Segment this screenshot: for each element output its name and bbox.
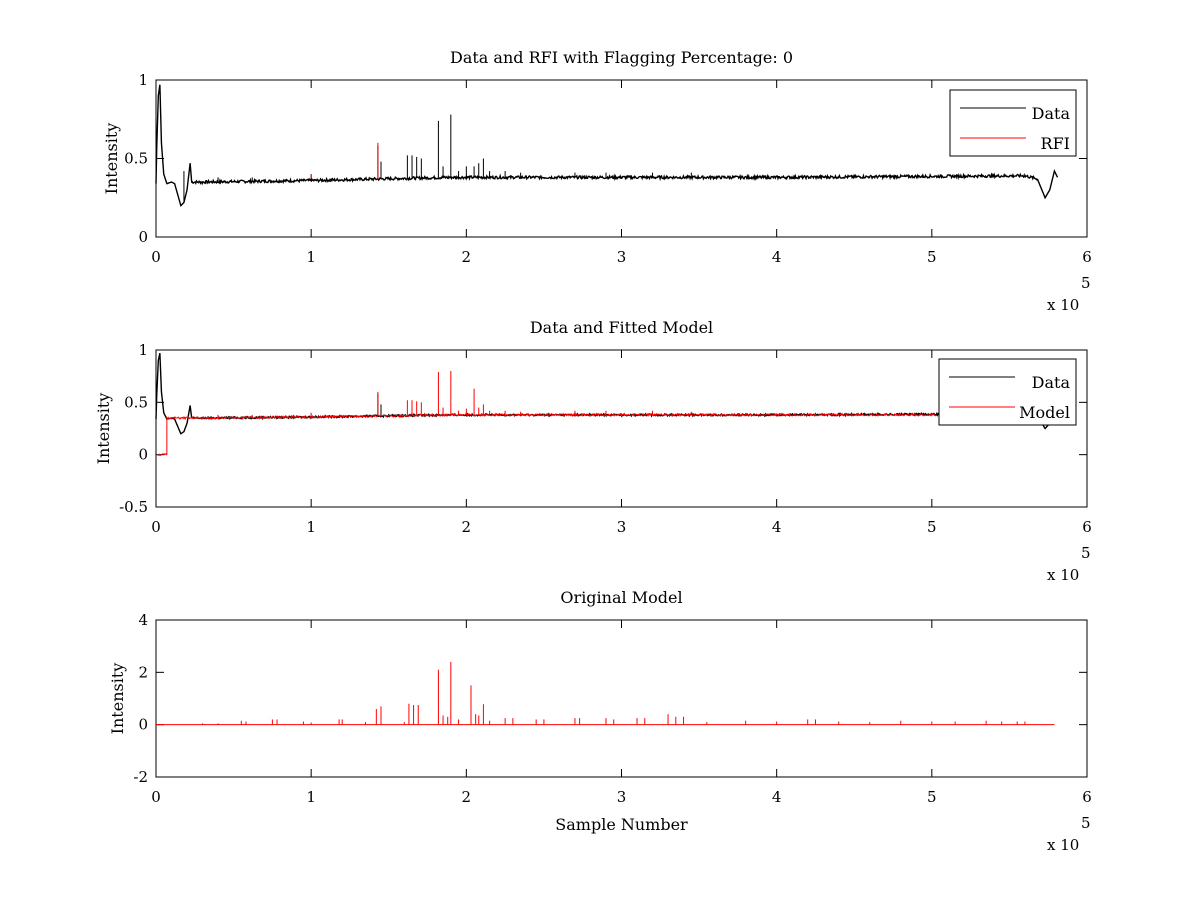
legend-label: Data bbox=[1032, 104, 1071, 123]
y-tick-label: 2 bbox=[138, 663, 148, 681]
x-tick-label: 0 bbox=[151, 248, 161, 266]
series-trace bbox=[155, 84, 1059, 207]
y-tick-label: 0.5 bbox=[124, 150, 148, 168]
x-multiplier: x 10 bbox=[1047, 296, 1079, 314]
x-tick-label: 1 bbox=[306, 248, 316, 266]
y-tick-label: -2 bbox=[133, 768, 148, 786]
x-tick-label: 2 bbox=[462, 518, 472, 536]
chart-title: Original Model bbox=[560, 588, 682, 607]
x-axis-label: Sample Number bbox=[555, 815, 688, 834]
x-multiplier: x 10 bbox=[1047, 566, 1079, 584]
series-rfi bbox=[310, 142, 379, 179]
legend-box bbox=[938, 358, 1077, 426]
x-tick-label: 3 bbox=[617, 788, 627, 806]
y-axis-label: Intensity bbox=[102, 123, 121, 195]
chart-title: Data and Fitted Model bbox=[530, 318, 713, 337]
subplot-3: Original Model Intensity Sample Number 0 1 2 3… bbox=[108, 588, 1092, 854]
series-model bbox=[157, 370, 937, 457]
y-tick-label: 1 bbox=[138, 71, 148, 89]
x-tick-label: 6 bbox=[1082, 518, 1092, 536]
y-tick-label: 0.5 bbox=[124, 393, 148, 411]
x-tick-label: 4 bbox=[772, 248, 782, 266]
y-tick-label: 4 bbox=[138, 611, 148, 629]
axes-box bbox=[155, 619, 1088, 778]
x-tick-label: 1 bbox=[306, 518, 316, 536]
x-tick-label: 1 bbox=[306, 788, 316, 806]
x-tick-label: 4 bbox=[772, 518, 782, 536]
y-tick-label: -0.5 bbox=[119, 498, 148, 516]
y-axis-label: Intensity bbox=[94, 393, 113, 465]
x-tick-label: 2 bbox=[462, 248, 472, 266]
y-tick-label: 0 bbox=[138, 228, 148, 246]
series-data bbox=[155, 84, 1059, 207]
x-tick-label: 5 bbox=[927, 518, 937, 536]
x-tick-label: 3 bbox=[617, 248, 627, 266]
x-tick-label: 2 bbox=[462, 788, 472, 806]
axes-box bbox=[155, 349, 1088, 508]
x-tick-label: 5 bbox=[927, 788, 937, 806]
subplot-2: Data and Fitted Model Intensity 0 1 2 3 4 5 6 -0.… bbox=[94, 318, 1092, 584]
x-tick-label: 3 bbox=[617, 518, 627, 536]
subplot-1: Data and RFI with Flagging Percentage: 0… bbox=[102, 48, 1092, 314]
x-tick-label: 6 bbox=[1082, 248, 1092, 266]
x-multiplier-exponent: 5 bbox=[1081, 274, 1091, 292]
y-tick-label: 1 bbox=[138, 341, 148, 359]
legend-label: RFI bbox=[1041, 134, 1070, 153]
chart-title: Data and RFI with Flagging Percentage: 0 bbox=[450, 48, 793, 67]
axes-box bbox=[155, 79, 1088, 238]
legend-box bbox=[949, 89, 1077, 157]
legend-label: Data bbox=[1032, 373, 1071, 392]
x-tick-label: 6 bbox=[1082, 788, 1092, 806]
x-multiplier-exponent: 5 bbox=[1081, 814, 1091, 832]
x-tick-label: 0 bbox=[151, 788, 161, 806]
y-tick-label: 0 bbox=[138, 716, 148, 734]
series-line-0 bbox=[156, 661, 1055, 726]
y-tick-label: 0 bbox=[138, 446, 148, 464]
x-multiplier: x 10 bbox=[1047, 836, 1079, 854]
x-tick-label: 0 bbox=[151, 518, 161, 536]
x-tick-label: 4 bbox=[772, 788, 782, 806]
y-axis-label: Intensity bbox=[108, 663, 127, 735]
legend-label: Model bbox=[1019, 403, 1070, 422]
legend: Data Model bbox=[938, 358, 1077, 426]
x-tick-label: 5 bbox=[927, 248, 937, 266]
legend: Data RFI bbox=[949, 89, 1077, 157]
series-trace bbox=[157, 412, 937, 457]
x-multiplier-exponent: 5 bbox=[1081, 544, 1091, 562]
